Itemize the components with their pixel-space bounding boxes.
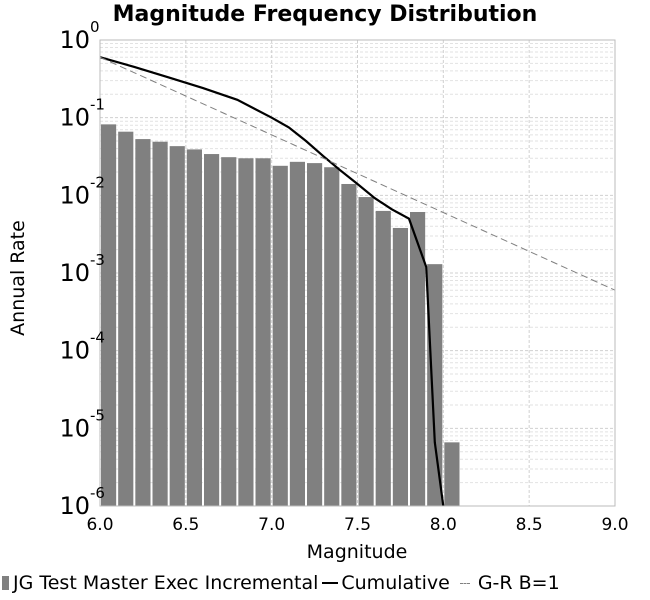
bar (118, 131, 134, 507)
bar (392, 227, 408, 506)
legend-label-incremental: JG Test Master Exec Incremental (13, 572, 319, 594)
y-tick-label: 10 (59, 104, 90, 132)
legend: JG Test Master Exec Incremental Cumulati… (2, 572, 560, 594)
plot-frame (99, 39, 616, 507)
bar (101, 124, 117, 506)
bar (152, 141, 168, 507)
bar (410, 212, 426, 506)
y-tick-label: 10 (59, 181, 90, 209)
bar (375, 210, 391, 506)
y-tick-exponent: -2 (90, 173, 105, 191)
y-tick-exponent: 0 (90, 18, 100, 36)
x-tick-label: 6.0 (86, 515, 113, 535)
x-tick-label: 7.5 (344, 515, 371, 535)
y-tick-label: 10 (59, 414, 90, 442)
legend-item-incremental: JG Test Master Exec Incremental (2, 572, 318, 594)
x-tick-label: 7.0 (258, 515, 285, 535)
legend-swatch-dashed (459, 582, 470, 584)
bar (358, 197, 374, 506)
legend-label-cumulative: Cumulative (341, 572, 450, 594)
y-tick-exponent: -6 (90, 484, 105, 502)
bar (444, 442, 460, 506)
x-tick-label: 8.5 (516, 515, 543, 535)
cumulative-line (99, 56, 445, 507)
bar (135, 139, 151, 506)
bar (307, 163, 323, 506)
bar (324, 167, 340, 506)
bar (221, 157, 237, 507)
y-tick-label: 10 (59, 492, 90, 520)
bar (289, 161, 305, 506)
y-tick-label: 10 (59, 259, 90, 287)
y-tick-exponent: -5 (90, 406, 105, 424)
y-tick-label: 10 (59, 337, 90, 365)
y-tick-exponent: -1 (90, 96, 105, 114)
bar (169, 146, 185, 506)
legend-swatch-line (322, 582, 339, 584)
bar (272, 165, 288, 506)
legend-swatch-bar (2, 576, 9, 590)
legend-item-cumulative: Cumulative (318, 572, 450, 594)
chart-title: Magnitude Frequency Distribution (112, 2, 538, 27)
y-tick-exponent: -4 (90, 329, 105, 347)
y-tick-exponent: -3 (90, 251, 105, 269)
x-tick-label: 6.5 (172, 515, 199, 535)
bar (341, 183, 357, 506)
bar (204, 154, 220, 507)
x-axis-label: Magnitude (306, 541, 408, 563)
legend-item-gr: G-R B=1 (450, 572, 560, 594)
y-axis-label: Annual Rate (7, 220, 29, 336)
y-tick-label: 10 (59, 26, 90, 54)
bar (238, 158, 254, 506)
gr-line (99, 56, 616, 291)
x-tick-label: 8.0 (430, 515, 457, 535)
bar (186, 149, 202, 507)
bar (255, 158, 271, 506)
bar (427, 264, 443, 506)
legend-label-gr: G-R B=1 (477, 572, 560, 594)
x-tick-label: 9.0 (601, 515, 628, 535)
